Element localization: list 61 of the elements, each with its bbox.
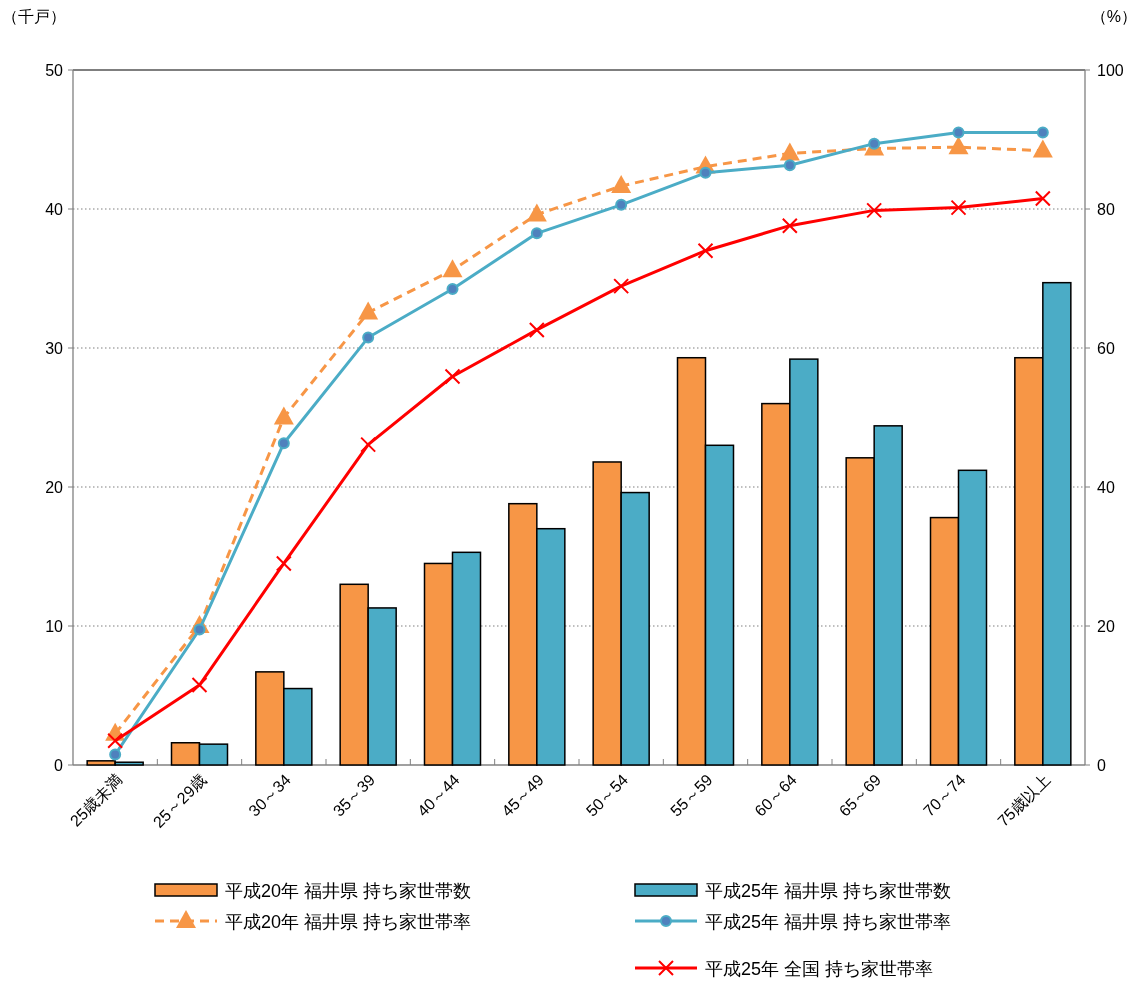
y2-tick-label: 0 [1097, 757, 1106, 774]
x-tick-label: 55～59 [667, 771, 716, 820]
y2-tick-label: 60 [1097, 340, 1115, 357]
y2-tick-label: 20 [1097, 618, 1115, 635]
point [1036, 126, 1049, 139]
point [362, 331, 375, 344]
point [109, 748, 122, 761]
x-tick-label: 25歳未満 [66, 771, 126, 830]
y-tick-label: 50 [45, 62, 64, 79]
y-axis-title: （千戸） [2, 8, 66, 25]
point [611, 175, 632, 194]
x-tick-label: 50～54 [582, 771, 632, 820]
y-tick-label: 0 [54, 757, 64, 774]
y-tick-label: 30 [45, 340, 64, 357]
point [1034, 190, 1051, 207]
point [783, 159, 796, 172]
legend-label: 平成20年 福井県 持ち家世帯率 [225, 912, 472, 932]
y-tick-label: 10 [45, 618, 64, 635]
legend-label: 平成25年 全国 持ち家世帯率 [705, 959, 934, 979]
x-tick-label: 40～44 [414, 771, 463, 820]
y2-tick-label: 40 [1097, 479, 1115, 496]
point [948, 136, 969, 155]
point [446, 282, 459, 295]
point [358, 301, 379, 320]
legend-label: 平成25年 福井県 持ち家世帯率 [705, 912, 952, 932]
point [191, 677, 208, 694]
point [950, 199, 967, 216]
point [779, 142, 800, 161]
x-tick-label: 70～74 [920, 771, 969, 820]
point [699, 166, 712, 179]
point [360, 436, 377, 453]
point [277, 437, 290, 450]
point [613, 278, 630, 295]
x-tick-label: 45～49 [498, 771, 548, 820]
x-tick-label: 60～64 [751, 771, 801, 820]
y2-tick-label: 80 [1097, 201, 1115, 218]
point [528, 321, 545, 338]
x-tick-label: 65～69 [835, 771, 885, 820]
point [530, 227, 543, 240]
point [615, 198, 628, 211]
point [866, 202, 883, 219]
point [273, 406, 294, 425]
legend-label: 平成25年 福井県 持ち家世帯数 [705, 881, 952, 901]
x-tick-label: 35～39 [329, 771, 379, 820]
x-tick-label: 75歳以上 [994, 771, 1053, 830]
legend-label: 平成20年 福井県 持ち家世帯数 [225, 881, 472, 901]
y-tick-label: 20 [45, 479, 64, 496]
point [952, 126, 965, 139]
point [107, 732, 124, 749]
point [442, 259, 463, 278]
x-tick-label: 25～29歳 [149, 771, 210, 831]
y-tick-label: 40 [45, 201, 64, 218]
y2-axis-title: （%） [1090, 8, 1137, 25]
point [275, 555, 292, 572]
point [444, 368, 461, 385]
point [526, 203, 547, 222]
y2-tick-label: 100 [1097, 62, 1124, 79]
point [697, 242, 714, 259]
point [781, 217, 798, 234]
point [1032, 139, 1053, 158]
x-tick-label: 30～34 [245, 771, 295, 820]
